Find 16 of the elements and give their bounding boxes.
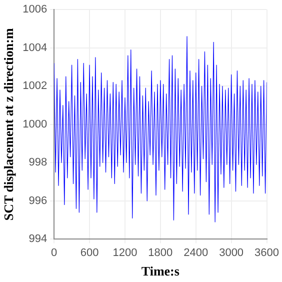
y-tick-label: 994 [28, 233, 48, 246]
x-tick-label: 600 [80, 246, 99, 259]
y-axis-title: SCT displacement at z direction:m [1, 28, 16, 221]
x-tick-label: 2400 [184, 246, 208, 259]
y-tick-label: 1000 [22, 118, 48, 130]
x-tick-label: 3600 [254, 246, 280, 259]
x-tick-label: 0 [51, 246, 58, 259]
y-tick-label: 1006 [22, 4, 48, 16]
y-tick-label: 1002 [22, 80, 48, 92]
x-tick-label: 3000 [219, 246, 244, 259]
y-tick-label: 1004 [22, 42, 48, 54]
x-tick-label: 1800 [148, 246, 173, 259]
y-tick-label: 998 [28, 156, 48, 169]
x-axis-title: Time:s [141, 264, 180, 279]
x-tick-label: 1200 [112, 246, 138, 259]
y-tick-label: 996 [28, 194, 48, 207]
